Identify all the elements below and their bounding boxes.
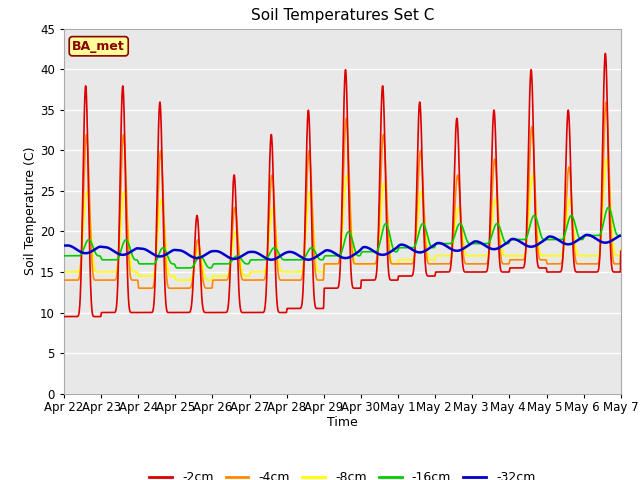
Title: Soil Temperatures Set C: Soil Temperatures Set C xyxy=(251,9,434,24)
X-axis label: Time: Time xyxy=(327,416,358,429)
Y-axis label: Soil Temperature (C): Soil Temperature (C) xyxy=(24,147,37,276)
Text: BA_met: BA_met xyxy=(72,40,125,53)
Legend: -2cm, -4cm, -8cm, -16cm, -32cm: -2cm, -4cm, -8cm, -16cm, -32cm xyxy=(145,467,540,480)
